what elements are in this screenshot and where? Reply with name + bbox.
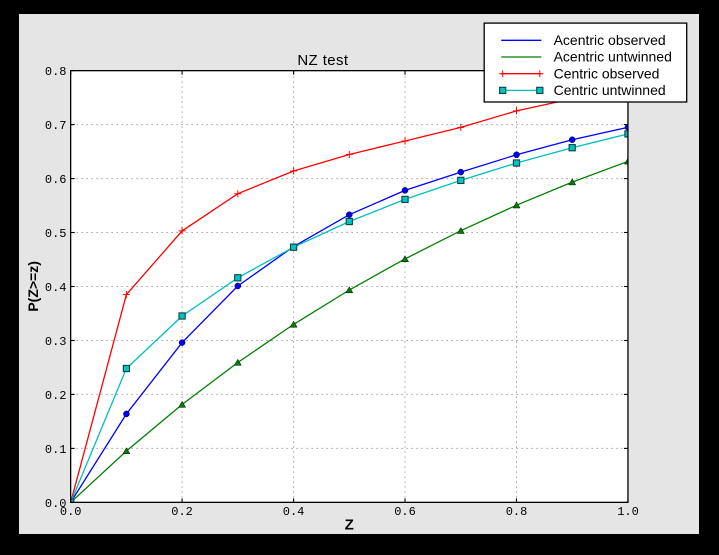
svg-text:Centric observed: Centric observed (554, 65, 660, 81)
svg-text:0.2: 0.2 (45, 389, 67, 403)
svg-text:P(Z>=z): P(Z>=z) (25, 261, 41, 312)
svg-text:Centric untwinned: Centric untwinned (554, 82, 666, 98)
svg-text:0.4: 0.4 (45, 281, 67, 295)
svg-text:0.5: 0.5 (45, 227, 67, 241)
svg-text:0.8: 0.8 (45, 65, 67, 79)
svg-text:0.6: 0.6 (394, 505, 416, 519)
svg-text:0.3: 0.3 (45, 335, 67, 349)
svg-text:0.1: 0.1 (45, 443, 67, 457)
svg-text:1.0: 1.0 (617, 505, 639, 519)
svg-text:0.6: 0.6 (45, 173, 67, 187)
svg-text:0.8: 0.8 (506, 505, 528, 519)
svg-text:0.0: 0.0 (60, 505, 82, 519)
svg-text:0.4: 0.4 (283, 505, 305, 519)
svg-text:0.7: 0.7 (45, 119, 67, 133)
svg-text:0.2: 0.2 (171, 505, 193, 519)
svg-text:Z: Z (345, 516, 354, 533)
svg-text:Acentric observed: Acentric observed (554, 32, 666, 48)
svg-text:0.0: 0.0 (45, 497, 67, 511)
svg-text:Acentric untwinned: Acentric untwinned (554, 49, 672, 65)
svg-text:NZ test: NZ test (297, 52, 349, 69)
